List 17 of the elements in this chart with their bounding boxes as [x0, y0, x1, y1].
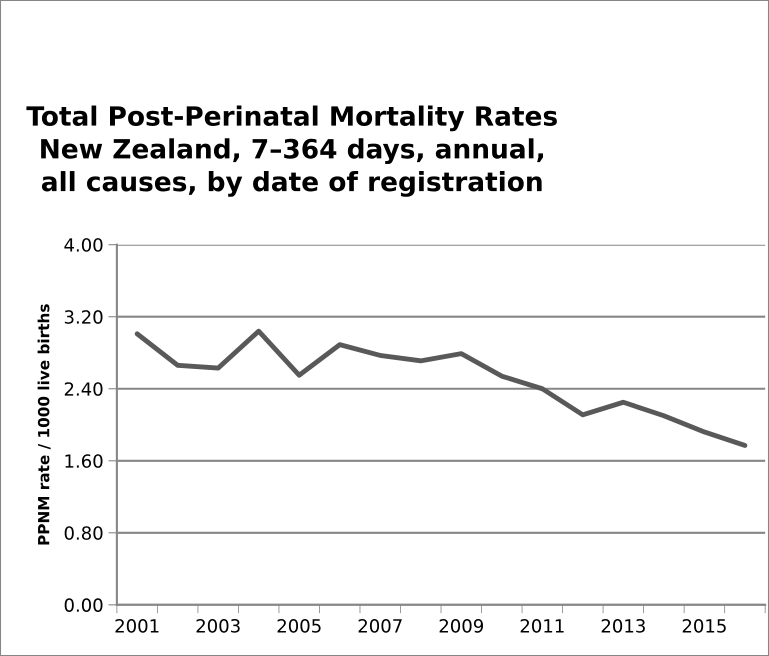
y-tick-label: 0.00	[64, 598, 102, 612]
y-tick-label: 0.80	[64, 526, 102, 540]
y-tick-label: 4.00	[64, 238, 102, 252]
y-axis-title: PPNM rate / 1000 live births	[38, 304, 51, 545]
x-tick-label: 2011	[520, 619, 564, 633]
y-tick-label: 1.60	[65, 454, 102, 468]
y-tick-label: 3.20	[64, 310, 102, 324]
x-tick-label: 2007	[358, 619, 402, 633]
x-tick-label: 2015	[682, 619, 726, 633]
chart-title: Total Post-Perinatal Mortality Rates New Zealand, 7–364 days, annual, all causes, by date of registration	[26, 106, 557, 197]
line-series	[134, 328, 748, 448]
x-tick-label: 2005	[278, 619, 321, 633]
x-tick-label: 2001	[115, 619, 158, 633]
x-tick-label: 2009	[440, 619, 483, 633]
x-tick-label: 2013	[602, 619, 645, 633]
x-tick-label: 2003	[196, 619, 240, 633]
y-tick-label: 2.40	[64, 382, 102, 396]
